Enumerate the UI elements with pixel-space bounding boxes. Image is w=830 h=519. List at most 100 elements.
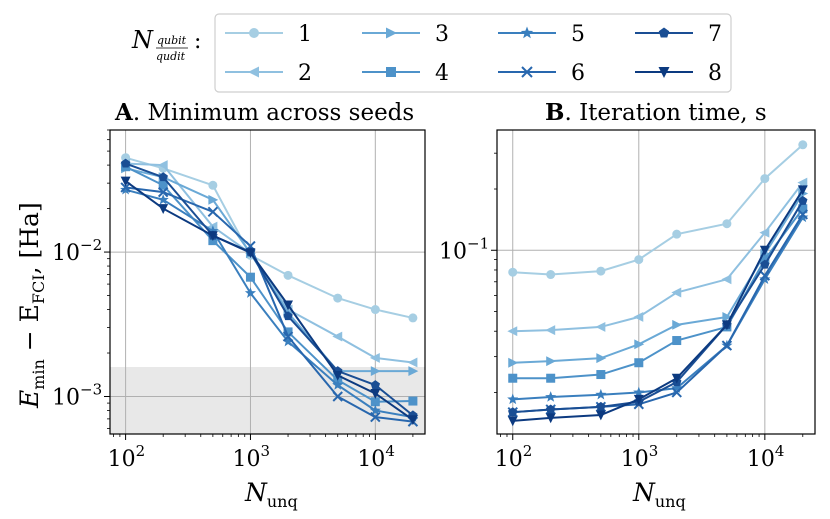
panel-b-point-2 — [671, 287, 682, 298]
panel-a-point-1 — [333, 293, 343, 303]
panel-a-point-8 — [283, 300, 293, 311]
panel-a-point-6 — [332, 391, 343, 402]
panel-a: A. Minimum across seeds 102 103 104 10−3 10−… — [15, 99, 426, 511]
legend-title-colon: : — [194, 29, 201, 54]
panel-b-point-3 — [596, 353, 607, 364]
panel-a-ytick-label: 10−2 — [52, 236, 102, 266]
panel-a-series-line-7 — [125, 162, 414, 417]
panel-a-point-5 — [369, 404, 381, 416]
panel-a-point-5 — [157, 193, 169, 205]
legend-marker-5 — [520, 26, 534, 39]
panel-b-series-line-3 — [512, 193, 804, 364]
panel-b-point-1 — [546, 270, 556, 280]
legend-marker-8 — [658, 67, 670, 78]
legend-entry-1: 1 — [225, 22, 312, 47]
panel-a-xtick-label: 102 — [108, 442, 146, 472]
panel-b-point-2 — [721, 274, 732, 285]
panel-a-point-7 — [158, 172, 168, 182]
panel-a-series-line-5 — [125, 188, 414, 419]
legend-label-7: 7 — [708, 22, 722, 47]
panel-a-title: A. Minimum across seeds — [114, 99, 414, 126]
panel-a-series-line-1 — [125, 156, 414, 319]
panel-b-point-4 — [634, 358, 644, 368]
legend-label-1: 1 — [298, 22, 312, 47]
panel-a-point-4 — [158, 180, 168, 190]
panel-b-point-5 — [759, 273, 771, 285]
panel-b-point-4 — [760, 255, 770, 265]
panel-b-point-4 — [508, 373, 518, 383]
panel-a-point-1 — [283, 270, 293, 280]
panel-a-xlabel-main: N — [244, 478, 268, 507]
panel-a-ylabel: Emin − EFCI, [Ha] — [15, 202, 48, 409]
panel-b-series-line-4 — [512, 208, 804, 380]
panel-a-point-6 — [282, 331, 294, 342]
panel-a-point-6 — [157, 186, 169, 198]
panel-b-point-1 — [596, 266, 606, 276]
legend-label-3: 3 — [435, 22, 449, 47]
panel-b-xlabel-main: N — [632, 478, 656, 507]
legend-marker-1 — [249, 28, 259, 38]
panel-b-point-8 — [545, 413, 556, 424]
panel-b-series — [507, 140, 809, 427]
legend-title-main: N — [131, 26, 154, 54]
panel-b-point-1 — [760, 174, 770, 184]
legend-title-den: qudit — [156, 50, 186, 63]
panel-a-point-8 — [407, 415, 418, 426]
panel-b-point-7 — [798, 195, 808, 205]
panel-a-point-2 — [332, 331, 343, 342]
panel-b-point-1 — [508, 267, 518, 277]
panel-b-series-line-1 — [512, 144, 804, 276]
legend-label-6: 6 — [571, 61, 585, 86]
panel-b-point-4 — [672, 336, 682, 346]
panel-b-point-6 — [759, 270, 771, 281]
panel-a-point-1 — [208, 180, 218, 190]
panel-b-series-line-7 — [512, 200, 804, 414]
panel-a-point-8 — [332, 370, 343, 381]
panel-b-point-7 — [760, 259, 770, 269]
panel-a-xlabel-sub: unq — [267, 492, 298, 511]
panel-a-series-line-3 — [125, 167, 413, 373]
panel-b-xlabel-sub: unq — [655, 492, 686, 511]
panel-b-point-1 — [634, 255, 644, 265]
legend-label-4: 4 — [435, 61, 449, 86]
legend-entry-7: 7 — [635, 22, 722, 47]
panel-b-point-8 — [507, 416, 518, 427]
legend-label-8: 8 — [708, 61, 722, 86]
panel-b-point-3 — [672, 319, 683, 330]
panel-b-point-7 — [545, 404, 556, 414]
panel-a-point-5 — [282, 335, 294, 347]
legend-label-2: 2 — [298, 61, 312, 86]
panel-b-point-3 — [722, 312, 733, 322]
panel-a-point-8 — [207, 231, 218, 242]
panel-a-point-2 — [407, 357, 418, 368]
panel-b-point-8 — [671, 373, 682, 384]
panel-b-point-2 — [759, 227, 770, 238]
panel-b-point-3 — [634, 339, 645, 350]
panel-b-point-5 — [507, 393, 519, 405]
panel-b-ticks: 102 103 104 10−1 — [439, 152, 804, 472]
legend-entries: 1 2 3 4 5 6 7 8 — [225, 22, 722, 86]
panel-a-series-line-6 — [125, 186, 414, 423]
panel-a-point-8 — [245, 248, 256, 259]
panel-b-point-4 — [546, 373, 556, 383]
panel-a-point-4 — [370, 397, 380, 407]
legend-entry-2: 2 — [225, 61, 312, 86]
panel-a-point-1 — [408, 313, 418, 323]
panel-b-series-line-8 — [512, 189, 804, 422]
legend-title-num: qubit — [157, 34, 187, 47]
panel-a-ytick-label: 10−3 — [52, 380, 102, 410]
panel-b-point-1 — [798, 140, 808, 150]
panel-b-point-3 — [508, 357, 519, 368]
panel-b-point-8 — [595, 410, 606, 421]
panel-b-series-line-6 — [512, 213, 804, 414]
panel-a-point-8 — [158, 204, 169, 214]
legend-entry-5: 5 — [498, 22, 585, 47]
ylabel-e1: E — [15, 390, 44, 409]
panel-b-title: B. Iteration time, s — [545, 99, 767, 126]
panel-a-title-bold: A — [114, 99, 134, 126]
panel-b-point-5 — [797, 211, 809, 223]
panel-b-series-line-5 — [512, 216, 804, 401]
panel-a-point-8 — [120, 176, 131, 187]
panel-a-point-7 — [283, 311, 293, 321]
panel-a-point-5 — [120, 183, 132, 195]
